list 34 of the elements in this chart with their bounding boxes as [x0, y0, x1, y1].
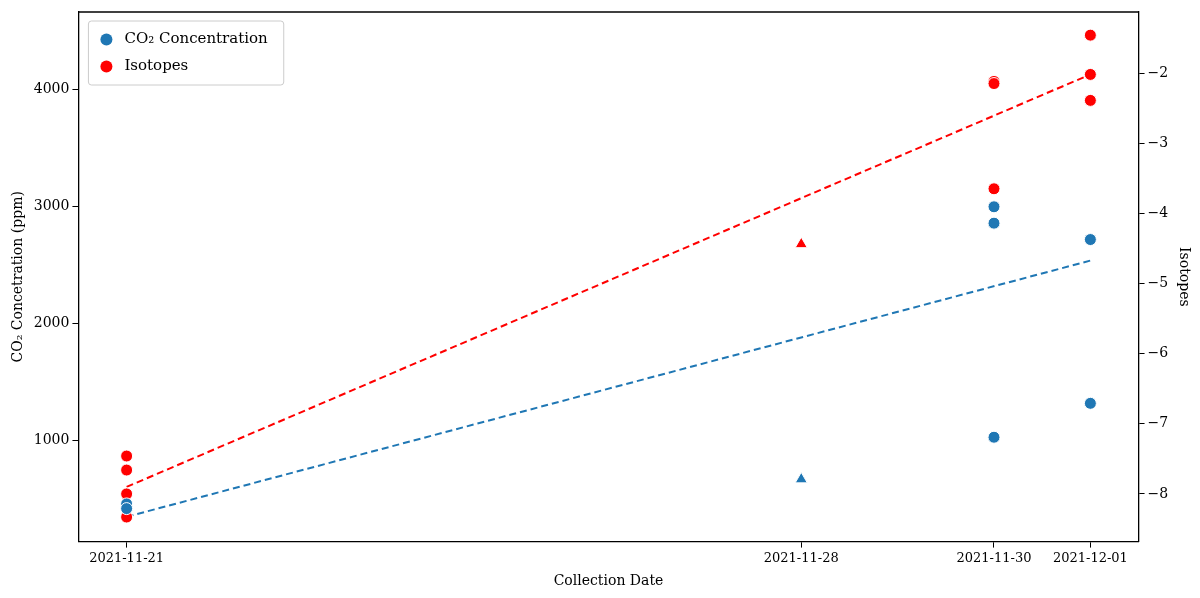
y2-axis-title: Isotopes — [1176, 246, 1193, 307]
point — [794, 236, 808, 249]
point — [987, 182, 1001, 196]
x-tick-label: 2021-11-28 — [763, 549, 839, 565]
y2-tick-label: −4 — [1147, 203, 1169, 220]
y-tick-label: 3000 — [33, 197, 70, 214]
point — [1083, 396, 1097, 410]
point — [1083, 28, 1097, 42]
x-tick-label: 2021-11-30 — [956, 549, 1032, 565]
point — [1083, 233, 1097, 247]
x-tick-label: 2021-11-21 — [89, 549, 165, 565]
y2-tick-label: −5 — [1147, 274, 1169, 291]
y2-tick-label: −3 — [1147, 133, 1169, 150]
point — [794, 471, 808, 484]
x-tick-label: 2021-12-01 — [1052, 549, 1128, 565]
point — [987, 430, 1001, 444]
y-axis-title: CO₂ Concetration (ppm) — [9, 191, 26, 363]
y-tick-label: 2000 — [33, 314, 70, 331]
legend-label: CO₂ Concentration — [124, 29, 269, 48]
point — [987, 200, 1001, 214]
legend-label: Isotopes — [124, 56, 189, 75]
point — [120, 449, 134, 463]
point — [1083, 93, 1097, 107]
y2-tick-label: −6 — [1147, 344, 1169, 361]
point — [120, 502, 134, 516]
point — [1083, 67, 1097, 81]
point — [987, 216, 1001, 230]
x-axis-title: Collection Date — [553, 572, 664, 589]
y2-tick-label: −8 — [1147, 484, 1169, 501]
y-tick-label: 1000 — [33, 431, 70, 448]
point — [120, 463, 134, 477]
y2-tick-label: −2 — [1147, 63, 1169, 80]
y2-tick-label: −7 — [1147, 414, 1169, 431]
y-tick-label: 4000 — [33, 80, 70, 97]
